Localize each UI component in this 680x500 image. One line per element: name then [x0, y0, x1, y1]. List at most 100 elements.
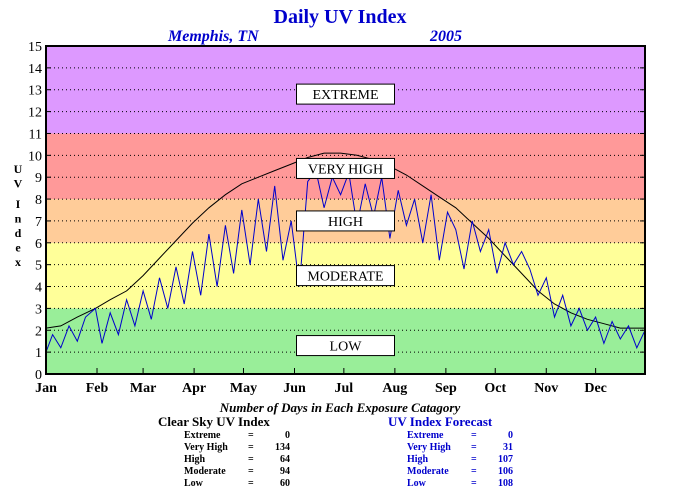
x-tick-label: Nov [534, 381, 558, 396]
summary-heading: Number of Days in Each Exposure Catagory [219, 400, 461, 415]
stats-row: Very High = 134 [184, 442, 290, 454]
band-label-text: LOW [330, 340, 363, 355]
stats-label: Very High [184, 442, 228, 453]
y-tick-label: 5 [35, 259, 42, 274]
band-label-text: VERY HIGH [308, 162, 383, 177]
y-tick-label: 13 [28, 84, 42, 99]
stats-equals: = [248, 430, 254, 441]
stats-equals: = [248, 454, 254, 465]
band-label-text: MODERATE [307, 270, 383, 285]
y-tick-label: 1 [35, 346, 42, 361]
stats-row: Moderate = 94 [184, 466, 290, 478]
stats-value: 107 [498, 454, 513, 465]
stats-value: 94 [280, 466, 290, 477]
stats-equals: = [248, 466, 254, 477]
y-tick-label: 11 [29, 127, 42, 142]
clear-sky-stats: Clear Sky UV Index Extreme = 0 Very High = 13… [158, 414, 290, 490]
stats-value: 108 [498, 478, 513, 489]
x-tick-label: Feb [86, 381, 109, 396]
stats-value: 0 [285, 430, 290, 441]
chart-subtitle-location: Memphis, TN [167, 28, 260, 45]
chart-title: Daily UV Index [274, 6, 407, 28]
stats-value: 0 [508, 430, 513, 441]
y-tick-label: 2 [35, 324, 42, 339]
x-tick-label: Jun [283, 381, 306, 396]
y-tick-label: 9 [35, 171, 42, 186]
stats-row: Low = 60 [184, 478, 290, 490]
x-tick-label: Sep [435, 381, 457, 396]
stats-equals: = [471, 442, 477, 453]
stats-row: High = 64 [184, 454, 290, 466]
stats-value: 64 [280, 454, 290, 465]
stats-equals: = [471, 454, 477, 465]
x-tick-label: Aug [382, 381, 407, 396]
y-axis-label-char: e [15, 241, 21, 255]
y-tick-label: 10 [28, 149, 42, 164]
y-tick-label: 3 [35, 302, 42, 317]
stats-label: Extreme [407, 430, 444, 441]
stats-label: High [184, 454, 206, 465]
x-tick-label: May [230, 381, 257, 396]
category-labels: LOW MODERATE HIGH VERY HIGH EXTREME [296, 83, 395, 357]
x-tick-label: Jul [335, 381, 354, 396]
stats-row: Moderate = 106 [407, 466, 513, 478]
y-tick-label: 0 [35, 368, 42, 383]
plot-frame [45, 45, 646, 375]
series-lines [45, 152, 646, 353]
chart-subtitle-year: 2005 [429, 28, 462, 45]
y-axis-label-char: d [15, 226, 22, 240]
y-axis-label-char: V [14, 177, 23, 191]
stats-value: 60 [280, 478, 290, 489]
x-tick-label: Oct [484, 381, 506, 396]
forecast-stats: UV Index Forecast Extreme = 0 Very High = 31 H… [388, 414, 513, 490]
y-axis-label-char: x [15, 255, 21, 269]
band-label-box [296, 335, 395, 357]
stats-label: Moderate [407, 466, 449, 477]
stats-row: Low = 108 [407, 478, 513, 490]
stats-row: Extreme = 0 [407, 430, 513, 442]
stats-equals: = [471, 430, 477, 441]
y-tick-label: 4 [35, 281, 42, 296]
stats-value: 106 [498, 466, 513, 477]
x-tick-label: Dec [584, 381, 607, 396]
stats-label: Very High [407, 442, 451, 453]
series-line-clear-sky [45, 152, 645, 329]
y-tick-label: 7 [35, 215, 42, 230]
stats-equals: = [248, 442, 254, 453]
stats-label: Moderate [184, 466, 226, 477]
x-tick-label: Mar [130, 381, 156, 396]
forecast-title: UV Index Forecast [388, 414, 493, 429]
y-tick-label: 8 [35, 193, 42, 208]
series-line-forecast [45, 169, 646, 353]
y-axis-label-char: n [15, 212, 22, 226]
band-label-text: HIGH [328, 215, 363, 230]
band-label-box [296, 157, 395, 179]
stats-value: 134 [275, 442, 290, 453]
x-tick-label: Jan [35, 381, 57, 396]
y-tick-label: 15 [28, 40, 42, 55]
band-label-box [296, 265, 395, 287]
stats-equals: = [471, 478, 477, 489]
band-label-text: EXTREME [312, 88, 378, 103]
band-label-box [296, 210, 395, 232]
stats-value: 31 [503, 442, 513, 453]
stats-row: High = 107 [407, 454, 513, 466]
stats-row: Extreme = 0 [184, 430, 290, 442]
x-tick-label: Apr [182, 381, 206, 396]
y-tick-label: 6 [35, 237, 42, 252]
stats-equals: = [248, 478, 254, 489]
y-tick-label: 14 [28, 62, 42, 77]
band-label-box [296, 83, 395, 105]
stats-label: Low [184, 478, 203, 489]
stats-equals: = [471, 466, 477, 477]
y-axis-label-char: U [14, 162, 23, 176]
y-tick-label: 12 [28, 106, 42, 121]
clear-sky-title: Clear Sky UV Index [158, 414, 270, 429]
stats-label: High [407, 454, 429, 465]
y-axis-label-char: I [16, 197, 21, 211]
stats-row: Very High = 31 [407, 442, 513, 454]
stats-label: Low [407, 478, 426, 489]
